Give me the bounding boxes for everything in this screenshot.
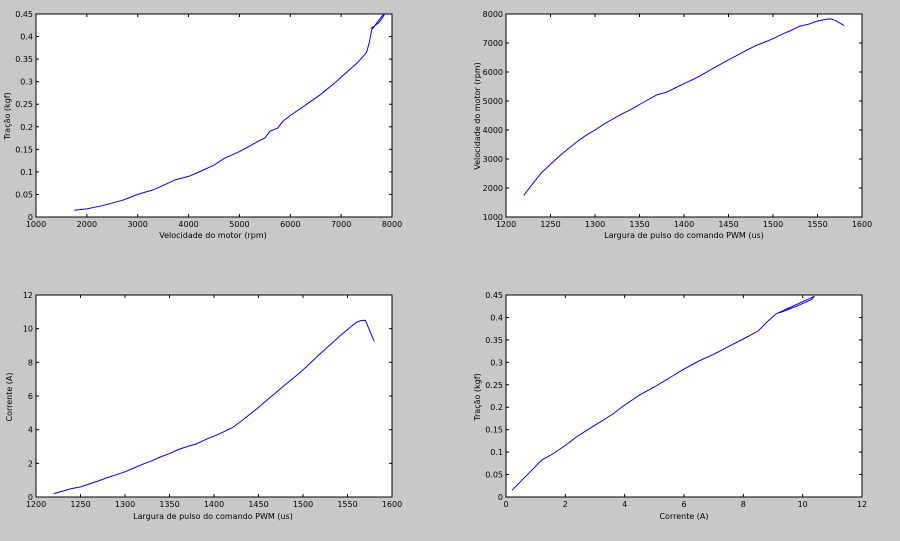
x-tick-label: 1450 [718, 220, 738, 229]
x-tick-label: 1350 [629, 220, 649, 229]
x-tick-label: 1250 [540, 220, 560, 229]
x-tick-label: 1400 [674, 220, 694, 229]
y-tick-label: 0.25 [485, 381, 503, 390]
y-tick-label: 0 [28, 493, 33, 502]
x-tick-label: 4 [622, 500, 627, 509]
y-tick-label: 0.1 [20, 168, 33, 177]
y-tick-label: 0 [28, 213, 33, 222]
x-tick-label: 8 [741, 500, 746, 509]
y-tick-label: 7000 [483, 39, 503, 48]
y-tick-label: 0.2 [490, 403, 503, 412]
x-axis-label: Largura de pulso do comando PWM (us) [133, 512, 293, 521]
x-tick-label: 1300 [115, 500, 135, 509]
x-tick-label: 6000 [280, 220, 300, 229]
x-tick-label: 1300 [585, 220, 605, 229]
y-tick-label: 0.15 [15, 145, 33, 154]
panel-traction-vs-speed: Velocidade do motor (rpm) Tração (kgf) 1… [3, 10, 402, 240]
y-tick-label: 5000 [483, 97, 503, 106]
x-tick-label: 1600 [382, 500, 402, 509]
plot-area [505, 13, 863, 218]
y-axis-label: Velocidade do motor (rpm) [473, 62, 482, 170]
y-tick-label: 0.05 [485, 471, 503, 480]
series-line [523, 18, 845, 196]
panel-current-vs-pwm: Largura de pulso do comando PWM (us) Cor… [5, 291, 402, 521]
x-tick-label: 6 [681, 500, 686, 509]
series-line [511, 295, 815, 491]
y-tick-label: 2000 [483, 184, 503, 193]
y-tick-label: 0 [498, 493, 503, 502]
y-tick-label: 8000 [483, 10, 503, 19]
x-tick-label: 1250 [70, 500, 90, 509]
x-tick-label: 1350 [159, 500, 179, 509]
x-tick-label: 3000 [128, 220, 148, 229]
plot-area [35, 294, 393, 498]
x-axis-label: Corrente (A) [659, 512, 708, 521]
y-tick-label: 4000 [483, 126, 503, 135]
x-tick-label: 1550 [337, 500, 357, 509]
y-tick-label: 0.3 [20, 78, 33, 87]
series-line [53, 319, 375, 495]
y-tick-label: 0.4 [20, 33, 33, 42]
y-tick-label: 0.2 [20, 123, 33, 132]
y-tick-label: 10 [23, 325, 33, 334]
x-tick-label: 5000 [229, 220, 249, 229]
x-tick-label: 1550 [807, 220, 827, 229]
y-tick-label: 8 [28, 358, 33, 367]
x-tick-label: 7000 [331, 220, 351, 229]
plot-area [35, 13, 393, 218]
y-tick-label: 2 [28, 459, 33, 468]
y-tick-label: 1000 [483, 213, 503, 222]
y-tick-label: 0.1 [490, 448, 503, 457]
y-tick-label: 0.15 [485, 426, 503, 435]
x-tick-label: 1200 [26, 500, 46, 509]
y-tick-label: 0.25 [15, 100, 33, 109]
y-tick-label: 0.45 [485, 291, 503, 300]
y-tick-label: 0.05 [15, 190, 33, 199]
y-axis-label: Corrente (A) [5, 372, 14, 421]
x-axis-label: Largura de pulso do comando PWM (us) [604, 231, 764, 240]
y-tick-label: 0.4 [490, 313, 503, 322]
y-tick-label: 6000 [483, 68, 503, 77]
x-tick-label: 1500 [763, 220, 783, 229]
plot-area [505, 294, 863, 498]
x-tick-label: 2000 [77, 220, 97, 229]
series-line [74, 13, 385, 211]
x-tick-label: 4000 [178, 220, 198, 229]
y-tick-label: 0.35 [485, 336, 503, 345]
y-axis-label: Tração (kgf) [3, 92, 12, 140]
panel-traction-vs-current: Corrente (A) Tração (kgf) 0 2 4 6 8 10 12 0 0.05… [473, 291, 867, 521]
y-tick-label: 3000 [483, 155, 503, 164]
y-tick-label: 0.3 [490, 358, 503, 367]
x-tick-label: 12 [857, 500, 867, 509]
x-tick-label: 10 [798, 500, 808, 509]
y-tick-label: 4 [28, 426, 33, 435]
x-tick-label: 1400 [204, 500, 224, 509]
y-axis-label: Tração (kgf) [473, 373, 482, 421]
panel-speed-vs-pwm: Largura de pulso do comando PWM (us) Vel… [473, 10, 872, 240]
x-tick-label: 1500 [293, 500, 313, 509]
y-tick-label: 0.35 [15, 55, 33, 64]
y-tick-label: 12 [23, 291, 33, 300]
y-tick-label: 0.45 [15, 10, 33, 19]
y-tick-label: 6 [28, 392, 33, 401]
x-tick-label: 0 [503, 500, 508, 509]
x-tick-label: 1200 [496, 220, 516, 229]
x-tick-label: 1450 [248, 500, 268, 509]
x-tick-label: 1600 [852, 220, 872, 229]
x-tick-label: 2 [563, 500, 568, 509]
x-tick-label: 8000 [382, 220, 402, 229]
x-tick-label: 1000 [26, 220, 46, 229]
x-axis-label: Velocidade do motor (rpm) [159, 231, 267, 240]
